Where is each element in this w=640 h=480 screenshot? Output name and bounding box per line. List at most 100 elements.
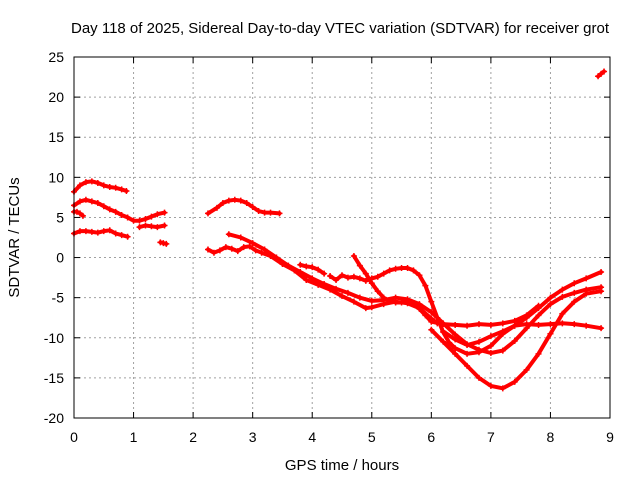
data-point [535, 312, 542, 319]
data-point [297, 261, 304, 268]
data-point [416, 272, 423, 279]
series-arc-14 [428, 288, 605, 392]
data-point [118, 232, 125, 239]
data-point [446, 339, 453, 346]
data-point [100, 182, 107, 189]
data-point [82, 196, 89, 203]
series-arc-1 [71, 178, 130, 195]
x-tick-label: 5 [368, 429, 376, 445]
data-point [88, 178, 95, 185]
data-point [475, 374, 482, 381]
data-point [252, 247, 259, 254]
series-arc-5 [136, 222, 168, 231]
series-arc-3 [71, 208, 86, 219]
data-point [452, 345, 459, 352]
y-tick-label: -10 [44, 330, 64, 346]
data-point [303, 263, 310, 270]
data-point [583, 275, 590, 282]
data-point [285, 262, 292, 269]
data-point [100, 228, 107, 235]
data-point [261, 209, 268, 216]
data-point [261, 246, 268, 253]
data-point [82, 228, 89, 235]
data-point [601, 68, 608, 75]
data-point [398, 264, 405, 271]
x-tick-label: 7 [487, 429, 495, 445]
y-tick-label: 15 [48, 129, 64, 145]
data-point [487, 382, 494, 389]
chart-title: Day 118 of 2025, Sidereal Day-to-day VTE… [71, 20, 610, 37]
data-point [130, 217, 137, 224]
data-point [356, 294, 363, 301]
data-point [559, 286, 566, 293]
data-point [205, 246, 211, 253]
data-point [487, 321, 494, 328]
y-tick-label: -15 [44, 370, 64, 386]
y-tick-label: 20 [48, 89, 64, 105]
data-point [535, 321, 542, 328]
series-trace [72, 197, 167, 223]
y-axis-label: SDTVAR / TECUs [6, 177, 23, 297]
data-point [210, 249, 217, 256]
data-point [161, 209, 168, 216]
y-tick-label: -20 [44, 410, 64, 426]
data-point [404, 298, 411, 305]
data-point [142, 222, 149, 229]
data-point [583, 290, 590, 297]
data-series-layer [71, 68, 608, 392]
data-point [499, 328, 506, 335]
data-point [344, 274, 351, 281]
data-point [124, 233, 131, 240]
data-point [106, 206, 113, 213]
data-point [452, 350, 459, 357]
data-point [499, 385, 506, 392]
data-point [452, 321, 459, 328]
data-point [487, 350, 494, 357]
data-point [148, 213, 155, 220]
data-point [374, 288, 381, 295]
data-point [273, 254, 280, 261]
data-point [157, 239, 164, 246]
data-point [231, 196, 238, 203]
data-point [216, 247, 223, 254]
data-point [511, 337, 518, 344]
data-point [333, 277, 340, 284]
data-point [475, 349, 482, 356]
data-point [356, 275, 363, 282]
data-point [547, 321, 554, 328]
data-point [374, 273, 381, 280]
tick-marks [73, 56, 611, 419]
x-tick-label: 6 [427, 429, 435, 445]
data-point [392, 299, 399, 306]
data-point [327, 273, 334, 280]
x-tick-label: 0 [70, 429, 78, 445]
data-point [309, 275, 316, 282]
data-point [222, 244, 229, 251]
data-point [440, 328, 447, 335]
data-point [571, 321, 578, 328]
data-point [523, 321, 530, 328]
series-arc-6 [157, 239, 170, 247]
data-point [464, 322, 471, 329]
y-tick-label: 25 [48, 49, 64, 65]
data-point [547, 301, 554, 308]
data-point [559, 293, 566, 300]
data-point [487, 333, 494, 340]
data-point [464, 350, 471, 357]
data-point [571, 280, 578, 287]
data-point [225, 197, 232, 204]
data-point [559, 320, 566, 327]
data-point [112, 230, 119, 237]
y-tick-label: 0 [56, 250, 64, 266]
data-point [161, 222, 168, 229]
series-trace [206, 197, 282, 216]
data-point [523, 314, 530, 321]
data-point [234, 248, 241, 255]
data-point [511, 322, 518, 329]
data-point [356, 262, 363, 269]
data-point [350, 273, 357, 280]
data-point [163, 240, 170, 247]
data-point [106, 227, 113, 234]
data-point [267, 209, 274, 216]
series-arc-2 [71, 196, 168, 224]
